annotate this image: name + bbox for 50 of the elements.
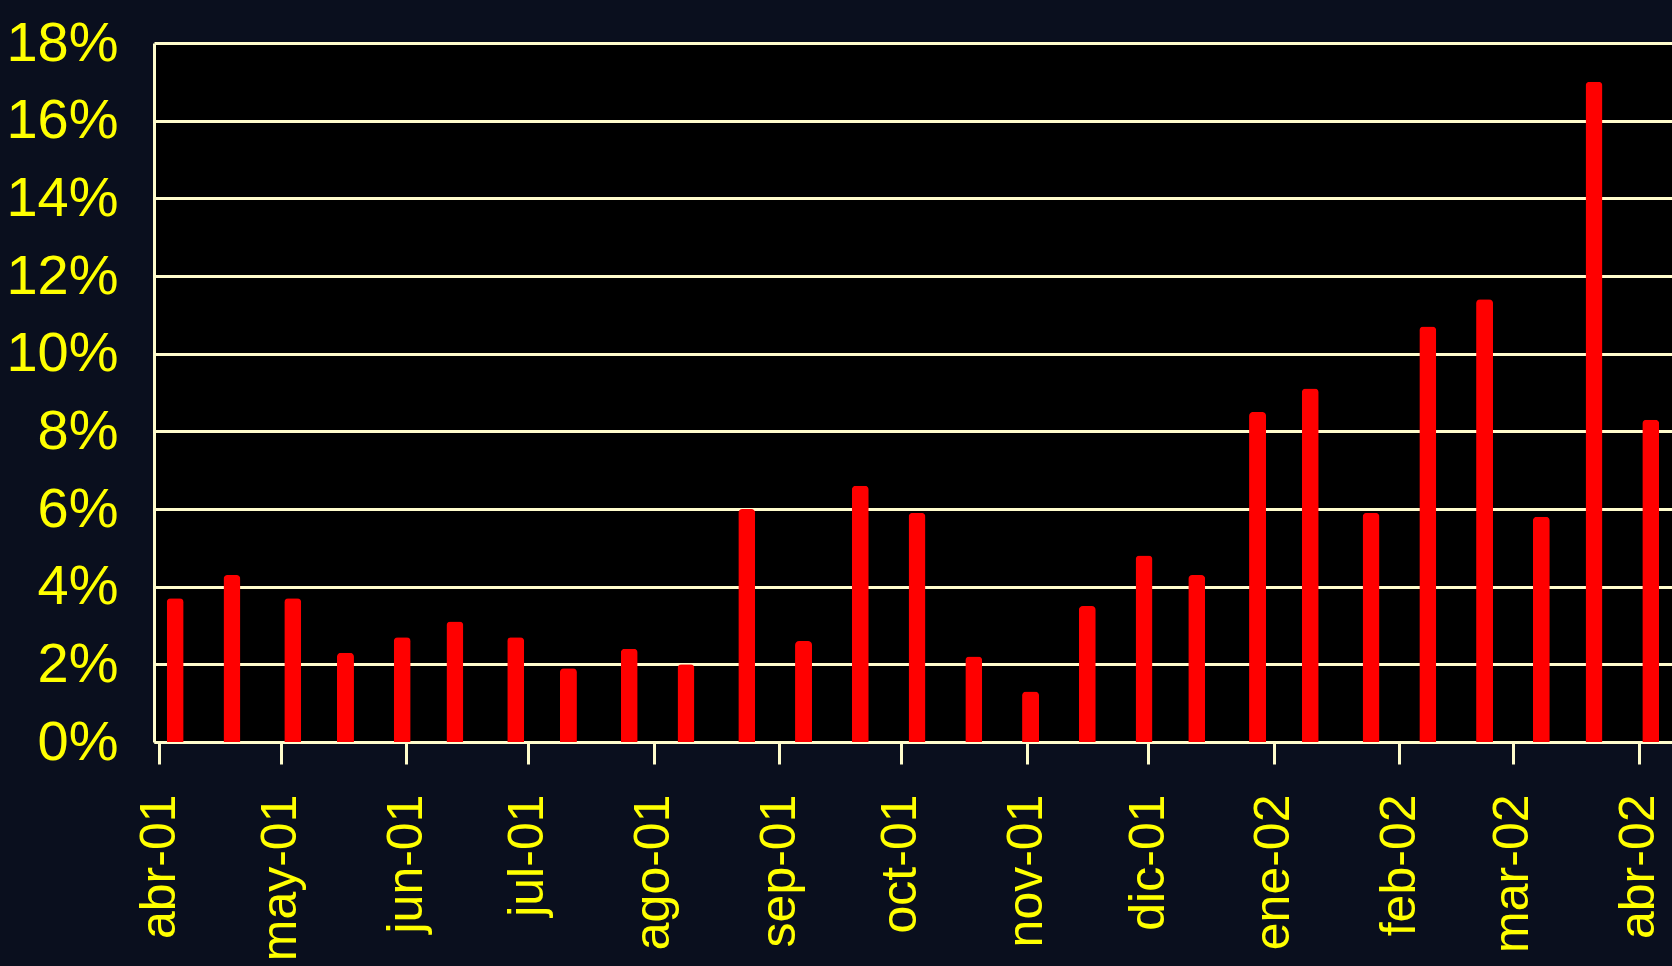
bar <box>284 598 302 742</box>
y-tick-label: 10% <box>6 320 119 384</box>
bar <box>1022 691 1040 742</box>
y-tick-label: 4% <box>37 553 119 617</box>
bar <box>851 485 869 742</box>
y-tick-label: 14% <box>6 164 119 228</box>
x-tick-label: nov-01 <box>997 794 1054 948</box>
bar <box>1585 81 1603 742</box>
bar <box>795 641 813 742</box>
bar <box>446 621 464 742</box>
bar <box>1419 326 1437 742</box>
x-tick-label: ene-02 <box>1244 794 1301 951</box>
x-tick-label: may-01 <box>251 794 308 962</box>
x-tick-label: dic-01 <box>1118 794 1175 931</box>
y-tick-label: 2% <box>37 630 119 694</box>
x-tick-label: sep-01 <box>749 794 806 948</box>
bar <box>677 664 695 742</box>
bar <box>1642 419 1660 742</box>
x-tick-label: abr-02 <box>1609 794 1666 940</box>
bar <box>559 668 577 742</box>
bar <box>1532 516 1550 742</box>
y-tick-label: 6% <box>37 475 119 539</box>
bar <box>1249 411 1267 742</box>
bar <box>1476 299 1494 742</box>
bar <box>1135 555 1153 742</box>
y-tick-label: 8% <box>37 397 119 461</box>
bar <box>393 637 411 742</box>
bar <box>1301 388 1319 742</box>
x-tick-label: oct-01 <box>871 794 928 934</box>
y-tick-label: 0% <box>37 708 119 772</box>
bar <box>507 637 525 742</box>
bar <box>1362 512 1380 742</box>
bar <box>908 512 926 742</box>
x-tick-label: mar-02 <box>1483 794 1540 953</box>
x-tick-label: abr-01 <box>129 794 186 940</box>
bar <box>1188 575 1206 742</box>
bar <box>166 598 184 742</box>
x-tick-label: ago-01 <box>624 794 681 951</box>
y-tick-label: 12% <box>6 242 119 306</box>
bar <box>336 652 354 742</box>
bar <box>223 575 241 742</box>
bar <box>965 656 983 742</box>
x-tick-label: jun-01 <box>376 794 433 936</box>
bar <box>620 648 638 742</box>
bar <box>738 509 756 742</box>
y-tick-label: 18% <box>6 9 119 73</box>
bar <box>1078 606 1096 742</box>
y-tick-label: 16% <box>6 87 119 151</box>
x-tick-label: jul-01 <box>498 794 555 919</box>
x-tick-label: feb-02 <box>1369 794 1426 937</box>
